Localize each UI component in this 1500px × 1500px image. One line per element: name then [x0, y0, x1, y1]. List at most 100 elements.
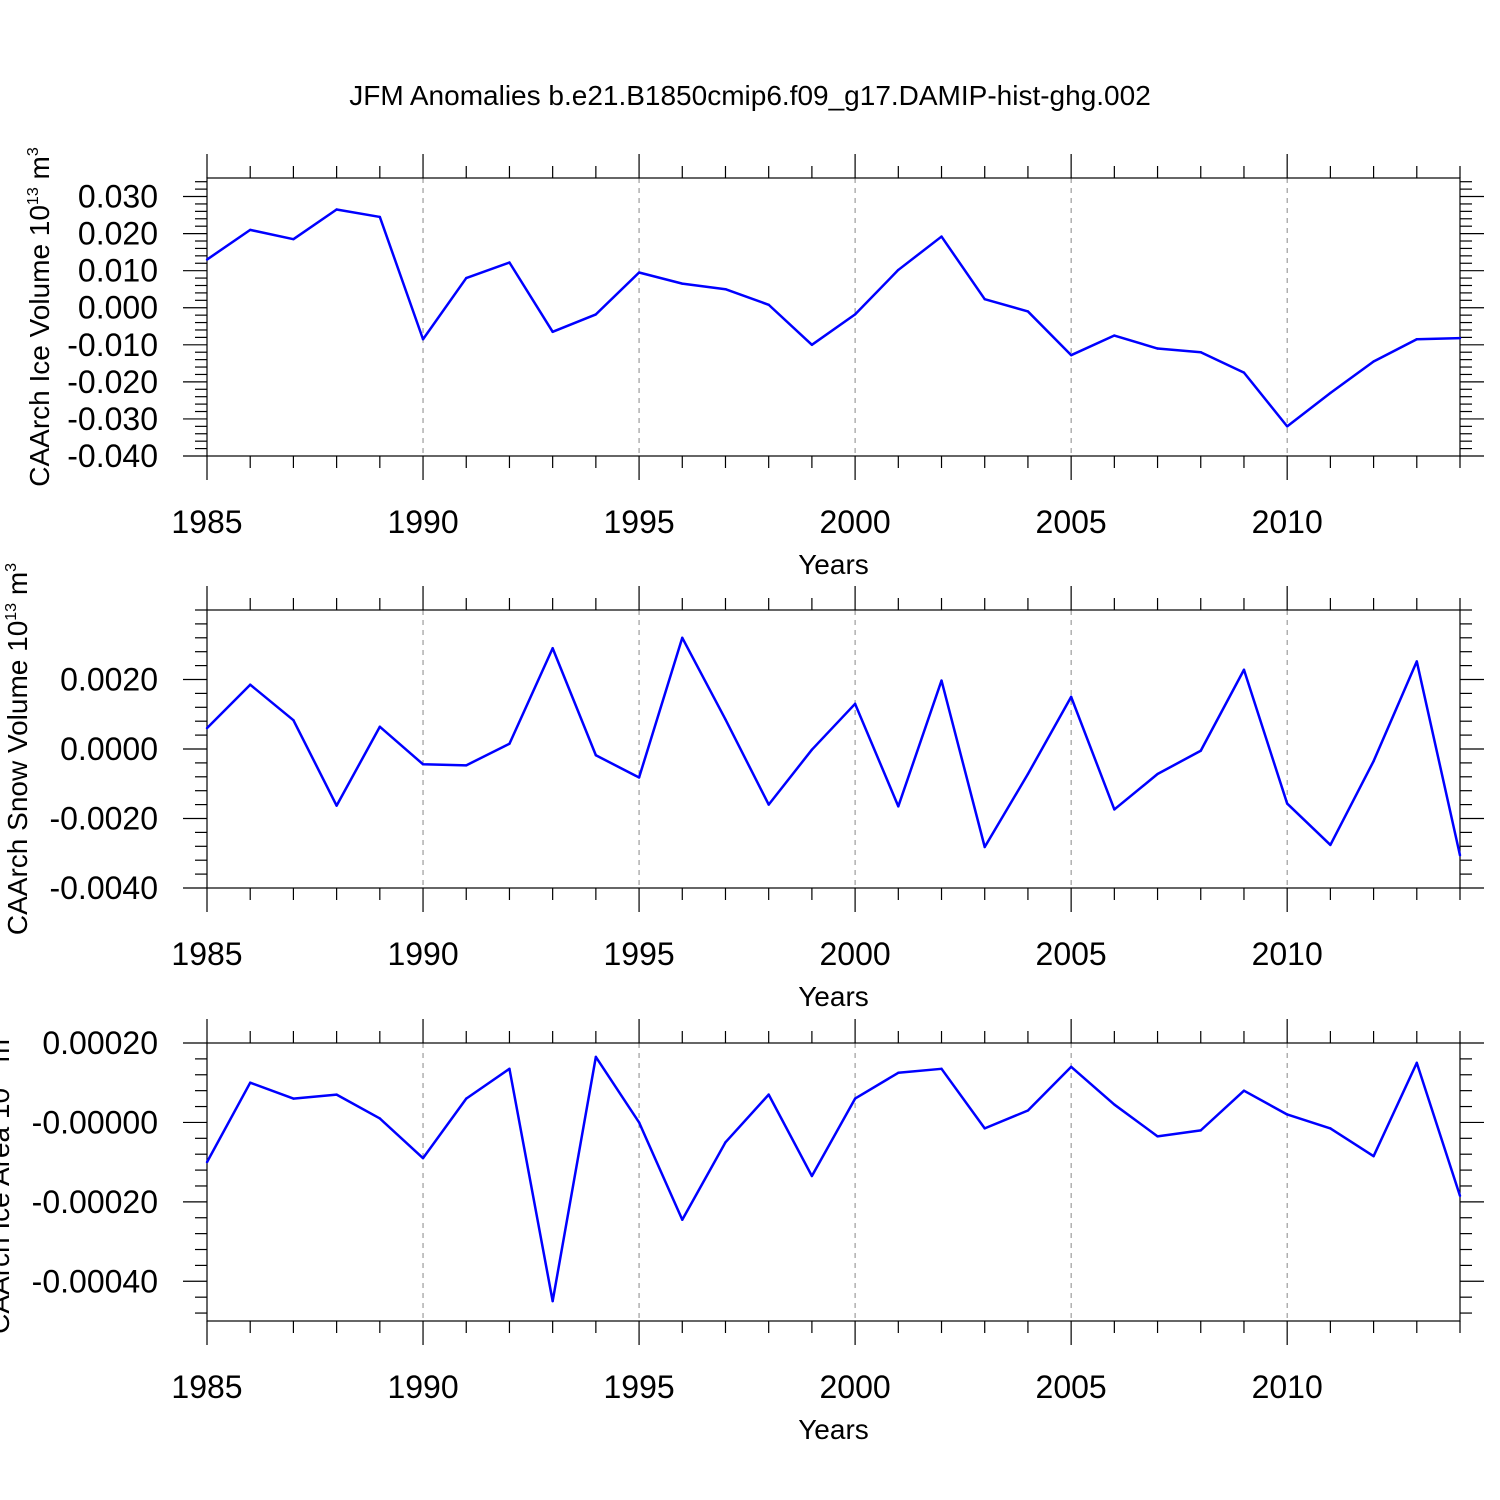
data-point: [1113, 1103, 1116, 1106]
x-tick-label: 2010: [1252, 1369, 1323, 1405]
x-tick-label: 2000: [820, 1369, 891, 1405]
y-tick-label: -0.020: [67, 364, 158, 400]
y-tick-label: -0.010: [67, 327, 158, 363]
series-line: [206, 636, 1462, 856]
data-point: [508, 261, 511, 264]
data-point: [335, 208, 338, 211]
y-tick-label: 0.000: [78, 290, 158, 326]
y-axis-title-unit-exponent: 3: [25, 147, 42, 156]
y-tick-label: -0.00040: [32, 1263, 158, 1299]
data-point: [1415, 1061, 1418, 1065]
x-tick-label: 1990: [387, 504, 458, 540]
data-point: [724, 288, 727, 291]
data-point: [1285, 1113, 1289, 1116]
data-point: [1329, 843, 1332, 847]
y-tick-label: 0.020: [78, 216, 158, 252]
data-point: [897, 268, 900, 272]
data-point: [465, 764, 468, 767]
x-tick-label: 2005: [1036, 936, 1107, 972]
data-point: [249, 683, 252, 686]
data-point: [940, 679, 943, 682]
x-tick-label: 1985: [171, 936, 242, 972]
data-point: [508, 1067, 511, 1071]
x-tick-label: 1985: [171, 504, 242, 540]
y-tick-label: -0.030: [67, 401, 158, 437]
data-point: [508, 742, 511, 745]
data-point: [810, 343, 814, 346]
data-point: [1415, 660, 1418, 663]
data-point: [637, 1121, 641, 1124]
x-tick-label: 1990: [387, 1369, 458, 1405]
x-tick-label: 2005: [1036, 1369, 1107, 1405]
data-point: [1113, 334, 1116, 337]
data-point: [205, 1160, 209, 1164]
data-point: [551, 647, 554, 650]
y-tick-label: -0.040: [67, 438, 158, 474]
x-tick-label: 1990: [387, 936, 458, 972]
y-tick-label: -0.00020: [32, 1184, 158, 1220]
x-tick-label: 2000: [820, 936, 891, 972]
data-point: [1199, 351, 1202, 354]
data-point: [1069, 695, 1073, 699]
series-line: [206, 208, 1461, 428]
chart-panel-3: -0.00040 -0.00020 -0.00000 0.00020 1985 1990 1…: [0, 1019, 1484, 1445]
data-point: [1372, 759, 1375, 763]
data-point: [1156, 1135, 1159, 1138]
y-axis-title: CAArch Ice Area 1013 m2: [0, 1030, 15, 1334]
y-tick-label: 0.010: [78, 253, 158, 289]
figure-title: JFM Anomalies b.e21.B1850cmip6.f09_g17.D…: [349, 80, 1151, 111]
x-tick-label: 1995: [603, 1369, 674, 1405]
data-point: [681, 282, 684, 285]
data-point: [421, 338, 425, 341]
data-point: [335, 804, 338, 807]
x-tick-label: 1995: [603, 936, 674, 972]
data-point: [594, 1055, 598, 1059]
data-point: [810, 1174, 814, 1178]
x-tick-label: 2005: [1036, 504, 1107, 540]
data-point: [594, 754, 598, 757]
data-point: [292, 1097, 295, 1100]
data-point: [249, 228, 252, 232]
panels: -0.040-0.030-0.020-0.0100.0000.0100.0200…: [0, 147, 1484, 1445]
data-point: [983, 1127, 986, 1130]
data-point: [1069, 1065, 1073, 1069]
x-tick-label: 2010: [1252, 504, 1323, 540]
data-point: [1026, 1109, 1030, 1112]
x-tick-label: 2000: [820, 504, 891, 540]
y-axis-title-exponent: 13: [0, 1070, 2, 1088]
data-point: [724, 1141, 727, 1144]
x-axis-title: Years: [798, 981, 869, 1012]
data-point: [378, 215, 382, 219]
data-point: [1329, 1127, 1332, 1130]
y-axis-title-text: CAArch Snow Volume 10: [2, 621, 33, 935]
data-point: [637, 271, 641, 274]
data-point: [810, 748, 814, 751]
y-tick-label: -0.0040: [49, 870, 158, 906]
data-point: [853, 702, 857, 706]
data-point: [1026, 772, 1030, 776]
data-point: [1415, 338, 1418, 341]
data-point: [1113, 808, 1116, 811]
x-tick-label: 2010: [1252, 936, 1323, 972]
data-point: [1242, 1089, 1246, 1092]
y-axis-title-text: CAArch Ice Volume 10: [24, 205, 55, 487]
data-point: [681, 636, 684, 639]
data-point: [205, 726, 209, 730]
series-line: [205, 1055, 1462, 1303]
data-point: [465, 276, 468, 280]
data-point: [1242, 371, 1246, 374]
data-point: [378, 725, 382, 728]
y-axis-title: CAArch Ice Volume 1013 m3: [24, 147, 55, 487]
x-tick-label: 1985: [171, 1369, 242, 1405]
data-point: [681, 1218, 684, 1221]
x-axis-title: Years: [798, 549, 869, 580]
data-point: [335, 1093, 338, 1096]
data-point: [292, 237, 295, 241]
plot-frame: [206, 1042, 1461, 1322]
data-point: [421, 1156, 425, 1160]
data-point: [1156, 772, 1159, 776]
y-axis-title-exponent: 13: [25, 187, 42, 205]
data-point: [940, 235, 943, 238]
data-point: [1329, 391, 1332, 395]
